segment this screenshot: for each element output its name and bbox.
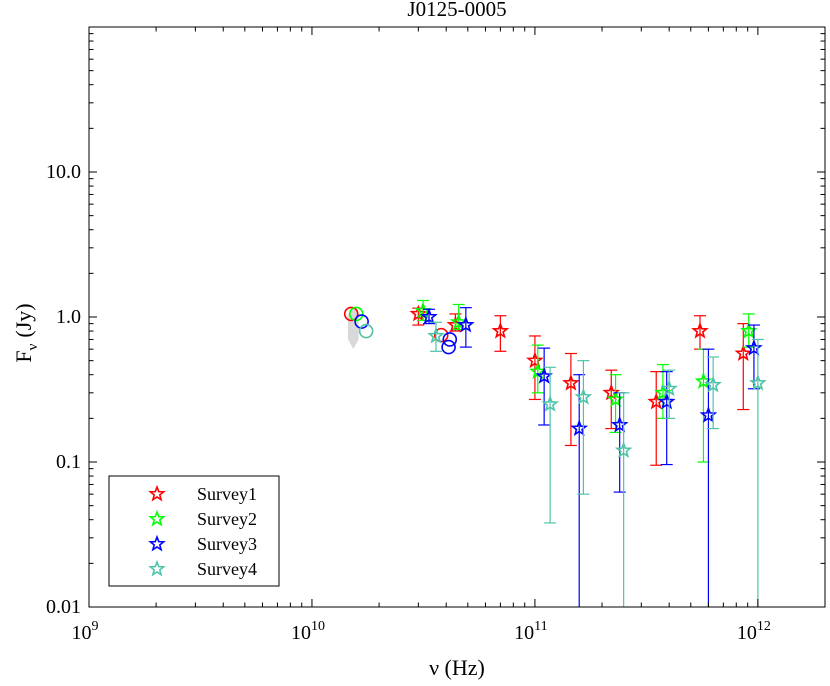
- legend-label: Survey4: [197, 559, 257, 579]
- x-tick-label-exponent: 9: [92, 619, 99, 634]
- star-point: [660, 379, 678, 397]
- series-survey2: [348, 299, 758, 463]
- series-survey1: [343, 304, 753, 466]
- star-point: [745, 338, 763, 356]
- y-axis-label-sub: ν: [25, 343, 41, 350]
- y-axis-label-unit: (Jy): [11, 303, 36, 337]
- x-tick-label-base: 10: [514, 622, 534, 644]
- star-point: [427, 326, 445, 344]
- legend-star-icon: [148, 509, 166, 527]
- star-point: [574, 387, 593, 405]
- x-tick-label: 1010: [291, 619, 325, 644]
- series-survey4: [358, 321, 767, 607]
- y-tick-label: 0.01: [46, 596, 81, 618]
- x-tick-label: 109: [72, 619, 99, 644]
- x-tick-label-base: 10: [291, 622, 311, 644]
- star-point: [562, 373, 580, 391]
- x-tick-label-exponent: 11: [534, 619, 547, 634]
- legend: Survey1 Survey2 Survey3 Survey4: [108, 475, 280, 587]
- star-point: [606, 390, 625, 407]
- star-point: [541, 395, 559, 412]
- x-tick-label-base: 10: [737, 622, 757, 644]
- star-point: [570, 419, 589, 437]
- star-point: [657, 392, 676, 410]
- star-point: [420, 307, 438, 325]
- legend-item-survey1: Survey1: [148, 484, 257, 504]
- y-axis-label-main: F: [11, 350, 36, 362]
- star-point: [535, 367, 553, 384]
- star-point: [526, 351, 544, 369]
- x-tick-label: 1012: [737, 619, 771, 644]
- star-point: [654, 383, 672, 401]
- chart-title: J0125-0005: [407, 0, 506, 21]
- star-point: [749, 373, 767, 391]
- circle-point: [343, 306, 359, 322]
- plot-area: [343, 299, 767, 607]
- legend-item-survey4: Survey4: [148, 559, 257, 579]
- star-point: [704, 375, 722, 393]
- star-point: [610, 415, 629, 433]
- legend-label: Survey1: [197, 484, 257, 504]
- legend-box: [108, 475, 280, 587]
- y-tick-label: 0.1: [56, 451, 81, 473]
- circle-point: [358, 323, 374, 339]
- x-tick-label-exponent: 12: [757, 619, 771, 634]
- y-axis-label: Fν (Jy): [11, 303, 41, 362]
- star-point: [602, 383, 621, 401]
- star-point: [449, 312, 468, 330]
- legend-item-survey3: Survey3: [148, 534, 257, 554]
- circle-point: [354, 314, 369, 329]
- circle-point: [442, 332, 458, 347]
- star-point: [734, 344, 753, 362]
- circle-point: [348, 306, 364, 322]
- legend-label: Survey2: [197, 509, 257, 529]
- series-survey3: [354, 307, 763, 607]
- circle-point: [433, 327, 449, 343]
- plot-layer: [343, 299, 767, 607]
- star-point: [614, 441, 633, 459]
- star-point: [691, 321, 709, 339]
- y-tick-label: 1.0: [56, 306, 81, 328]
- star-point: [457, 315, 475, 333]
- x-tick-label-exponent: 10: [311, 619, 325, 634]
- x-tick-label-base: 10: [72, 622, 92, 644]
- legend-label: Survey3: [197, 534, 257, 554]
- legend-star-icon: [148, 559, 166, 577]
- circle-point: [441, 339, 456, 355]
- x-axis-label: ν (Hz): [429, 655, 485, 680]
- legend-star-icon: [148, 534, 166, 552]
- x-tick-label: 1011: [514, 619, 547, 644]
- legend-star-icon: [148, 484, 166, 502]
- legend-item-survey2: Survey2: [148, 509, 257, 529]
- y-tick-label: 10.0: [46, 161, 81, 183]
- svg-text:Fν(Jy): Fν (Jy): [11, 303, 41, 362]
- star-point: [491, 321, 510, 339]
